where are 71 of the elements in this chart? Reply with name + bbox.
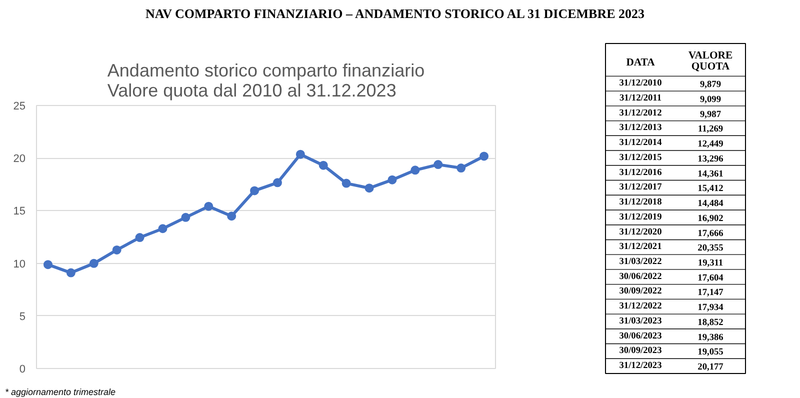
text: 17,604 (698, 273, 724, 284)
text: 13,296 (698, 154, 724, 164)
text: 30/09/2022 (619, 286, 662, 297)
point (43, 260, 52, 270)
text: 9,879 (700, 80, 722, 90)
text: 31/12/2015 (619, 152, 662, 163)
text: 19,386 (698, 332, 724, 343)
point (296, 150, 305, 159)
text: 31/12/2011 (620, 94, 662, 104)
y-tick-label: 20 (13, 153, 26, 166)
y-tick-label: 0 (19, 364, 26, 376)
text: 31/12/2014 (619, 138, 662, 148)
point (480, 152, 489, 161)
point (272, 178, 282, 188)
text: 31/12/2017 (619, 182, 662, 193)
text: 31/03/2023 (619, 316, 662, 326)
text: VALORE QUOTA (688, 50, 733, 72)
text: 19,311 (698, 258, 724, 269)
y-tick-label: 5 (19, 310, 26, 323)
text: 31/12/2021 (619, 242, 662, 252)
y-tick-label: 10 (13, 258, 26, 270)
point (135, 233, 144, 242)
text: 31/12/2010 (619, 78, 662, 89)
chart-title: NAV COMPARTO FINANZIARIO – ANDAMENTO STORICO AL 31 DICEMBRE 2023 (144, 5, 646, 23)
point (181, 212, 190, 222)
text: 12,449 (698, 140, 724, 150)
point (364, 184, 374, 193)
y-tick-label: 15 (13, 206, 26, 218)
text: 11,269 (698, 124, 724, 135)
text: 31/12/2016 (619, 168, 662, 178)
point (388, 175, 397, 184)
text: 31/12/2018 (619, 198, 662, 208)
point (318, 160, 328, 170)
text: 31/12/2022 (619, 302, 662, 312)
text: 19,055 (698, 348, 724, 358)
point (204, 202, 214, 211)
text: * aggiornamento trimestrale (5, 386, 116, 398)
y-tick-label: 25 (13, 100, 26, 112)
point (66, 268, 76, 278)
text: 20,355 (698, 244, 724, 254)
text: 9,099 (700, 95, 722, 105)
text: 16,902 (698, 214, 724, 224)
text: 30/06/2022 (619, 272, 662, 282)
point (410, 166, 420, 175)
point (342, 178, 351, 188)
point (227, 212, 236, 221)
text: 17,934 (698, 303, 724, 314)
text: 31/12/2013 (619, 123, 662, 134)
text: 30/06/2023 (619, 331, 662, 342)
text: 31/12/2019 (619, 212, 662, 222)
point (158, 224, 168, 234)
text: 31/12/2020 (619, 227, 662, 238)
text: 14,484 (698, 199, 724, 210)
text: DATA (626, 57, 656, 68)
text: 17,147 (698, 288, 724, 298)
text: 31/12/2012 (619, 108, 662, 118)
point (250, 186, 260, 196)
text: 9,987 (700, 110, 722, 120)
point (434, 160, 443, 170)
text: 31/12/2023 (619, 361, 662, 372)
point (456, 164, 466, 173)
point (112, 245, 122, 254)
text: 14,361 (698, 169, 724, 180)
chart-subtitle: Andamento storico comparto finanziario Valore quota dal 2010 al 31.12.2023 (107, 60, 425, 100)
text: 18,852 (698, 318, 724, 328)
text: 15,412 (698, 184, 724, 194)
text: 30/09/2023 (619, 346, 662, 356)
text: 20,177 (698, 362, 724, 373)
point (89, 258, 98, 268)
text: 17,666 (698, 228, 724, 239)
text: 31/03/2022 (619, 257, 662, 268)
